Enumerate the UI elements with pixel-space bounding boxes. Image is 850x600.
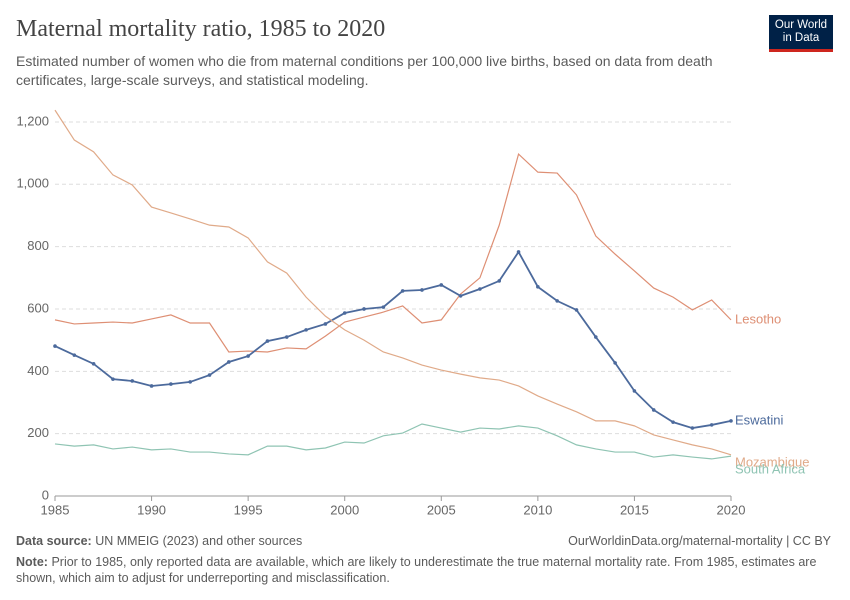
logo[interactable]: Our World in Data <box>769 15 833 52</box>
x-tick-label: 2020 <box>717 502 746 517</box>
point <box>53 344 57 348</box>
series-line <box>54 250 732 429</box>
legend-label: Lesotho <box>735 311 781 326</box>
point <box>516 250 521 254</box>
point <box>284 335 289 339</box>
point <box>246 354 250 358</box>
point <box>265 339 270 343</box>
note: Note: Prior to 1985, only reported data … <box>16 554 831 586</box>
series-line <box>54 152 732 353</box>
point <box>555 299 559 303</box>
x-tick-label: 1995 <box>234 502 263 517</box>
logo-line: in Data <box>782 32 820 44</box>
legend-label: Eswatini <box>735 412 784 427</box>
logo-line: Our World <box>774 19 828 31</box>
point <box>304 328 308 332</box>
source: Data source: UN MMEIG (2023) and other s… <box>16 533 302 549</box>
point <box>632 389 637 393</box>
point <box>91 362 96 366</box>
point <box>111 377 115 381</box>
point <box>613 361 617 365</box>
legend-label: Mozambique <box>735 454 809 469</box>
source-text: UN MMEIG (2023) and other sources <box>95 534 303 548</box>
point <box>323 322 328 326</box>
chart-title: Maternal mortality ratio, 1985 to 2020 <box>16 16 386 42</box>
point <box>381 305 386 309</box>
point <box>149 384 154 388</box>
y-tick-label: 600 <box>27 300 49 315</box>
point <box>458 294 463 298</box>
y-tick-label: 800 <box>27 238 49 253</box>
point <box>729 419 733 423</box>
note-label: Note: <box>16 555 48 569</box>
point <box>690 426 695 430</box>
source-label: Data source: <box>16 534 92 548</box>
point <box>497 279 502 283</box>
point <box>227 360 231 364</box>
point <box>594 335 598 339</box>
legend-label: South Africa <box>735 462 806 477</box>
point <box>188 380 192 384</box>
y-tick-label: 1,200 <box>16 113 49 128</box>
point <box>362 307 366 311</box>
x-tick-label: 2010 <box>523 502 552 517</box>
point <box>651 408 656 412</box>
point <box>342 311 347 315</box>
x-tick-label: 1990 <box>137 502 166 517</box>
point <box>400 289 405 293</box>
point <box>169 382 173 386</box>
y-tick-label: 400 <box>27 363 49 378</box>
point <box>536 285 540 289</box>
note-text: Prior to 1985, only reported data are av… <box>16 555 817 585</box>
subtitle: Estimated number of women who die from m… <box>16 53 713 88</box>
point <box>709 423 714 427</box>
point <box>478 287 482 291</box>
point <box>130 379 135 383</box>
x-tick-label: 2000 <box>330 502 359 517</box>
x-tick-label: 2005 <box>427 502 456 517</box>
y-tick-label: 200 <box>27 425 49 440</box>
point <box>207 373 212 377</box>
y-tick-label: 1,000 <box>16 176 49 191</box>
point <box>439 283 444 287</box>
y-tick-label: 0 <box>42 487 49 502</box>
point <box>72 353 77 357</box>
series-line <box>54 109 732 456</box>
x-tick-label: 1985 <box>41 502 70 517</box>
url[interactable]: OurWorldinData.org/maternal-mortality | … <box>568 534 831 548</box>
point <box>671 420 675 424</box>
series-line <box>54 423 732 460</box>
point <box>574 308 579 312</box>
point <box>420 288 424 292</box>
x-tick-label: 2015 <box>620 502 649 517</box>
